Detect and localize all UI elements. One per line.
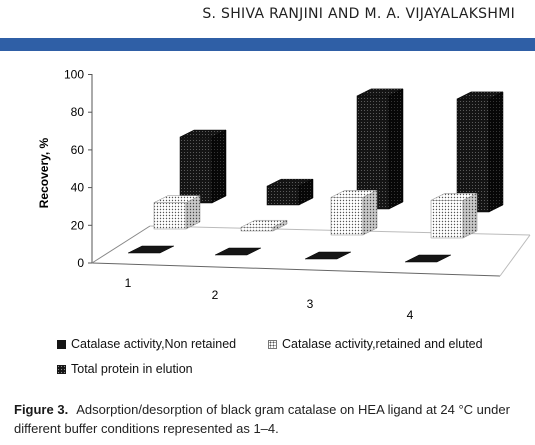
figure-chart: 0 20 40 60 80 100 1 2 3 4 Recovery, % [37,68,531,322]
legend-label: Catalase activity,Non retained [71,337,237,351]
bar-dots-cat-3 [330,189,378,236]
bar-solid-cat-1 [127,245,175,254]
y-tick-label: 20 [71,218,85,232]
bar-solid-cat-2 [214,247,262,256]
figure-caption: Figure 3. Adsorption/desorption of black … [14,400,529,438]
running-head: S. SHIVA RANJINI AND M. A. VIJAYALAKSHMI [202,6,515,22]
bar-check-cat-3 [356,88,404,210]
figure-label: Figure 3. [14,402,69,417]
x-category-label: 3 [307,297,314,311]
y-tick-label: 0 [77,256,84,270]
x-category-label: 4 [407,308,414,322]
legend-solid-swatch [57,340,66,349]
bar-dots-cat-2 [240,219,288,232]
bar-solid-cat-4 [404,254,452,263]
legend-checkered-swatch [57,365,66,374]
legend-item-non-retained: Catalase activity,Non retained [57,337,236,351]
y-tick-label: 40 [71,181,85,195]
y-tick-label: 60 [71,143,85,157]
bar-check-cat-2 [266,178,314,206]
legend-dotted-swatch [268,340,277,349]
bar-check-cat-1 [179,129,227,204]
legend-label: Catalase activity,retained and eluted [282,337,483,351]
y-tick-label: 100 [64,68,84,82]
y-tick-label: 80 [71,105,85,119]
legend-item-retained-eluted: Catalase activity,retained and eluted [268,337,483,351]
header-rule [0,38,535,51]
x-category-label: 1 [125,276,132,290]
caption-text: Adsorption/desorption of black gram cata… [14,402,510,436]
x-category-label: 2 [212,288,219,302]
bar-solid-cat-3 [304,251,352,260]
y-axis-label: Recovery, % [37,137,51,208]
bar-dots-cat-1 [153,195,201,230]
legend-label: Total protein in elution [71,362,193,376]
legend-item-total-protein: Total protein in elution [57,362,193,376]
bar-dots-cat-4 [430,192,478,239]
floor-front-edge [91,262,501,277]
floor-left-edge [91,225,151,264]
floor-right-edge [499,234,531,277]
